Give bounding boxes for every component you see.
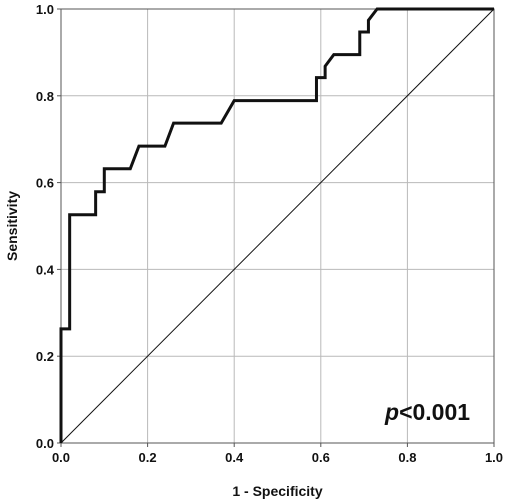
x-tick-label-3: 0.6 (312, 450, 330, 465)
x-tick-label-1: 0.2 (139, 450, 157, 465)
y-tick-label-4: 0.8 (36, 89, 54, 104)
axes (57, 8, 495, 447)
x-tick-label-2: 0.4 (225, 450, 244, 465)
y-tick-label-2: 0.4 (36, 262, 55, 277)
y-tick-label-5: 1.0 (36, 2, 54, 17)
y-tick-label-1: 0.2 (36, 349, 54, 364)
tick-labels: 0.0 0.2 0.4 0.6 0.8 1.0 0.0 0.2 0.4 0.6 0.8 1.0 (36, 2, 503, 465)
x-tick-label-5: 1.0 (485, 450, 503, 465)
roc-curve-line (59, 7, 494, 443)
x-axis-title: 1 - Specificity (232, 483, 322, 499)
p-value-annotation: p<0.001 (384, 399, 470, 425)
p-symbol: p (384, 399, 399, 425)
y-tick-label-0: 0.0 (36, 436, 54, 451)
plot-frame (60, 8, 495, 444)
reference-diagonal-line (60, 8, 495, 444)
p-value-text: <0.001 (399, 399, 470, 425)
x-tick-label-0: 0.0 (52, 450, 70, 465)
x-tick-label-4: 0.8 (398, 450, 416, 465)
y-axis-title: Sensitivity (4, 191, 20, 261)
series (59, 7, 495, 444)
y-tick-label-3: 0.6 (36, 176, 54, 191)
gridlines (61, 9, 494, 443)
